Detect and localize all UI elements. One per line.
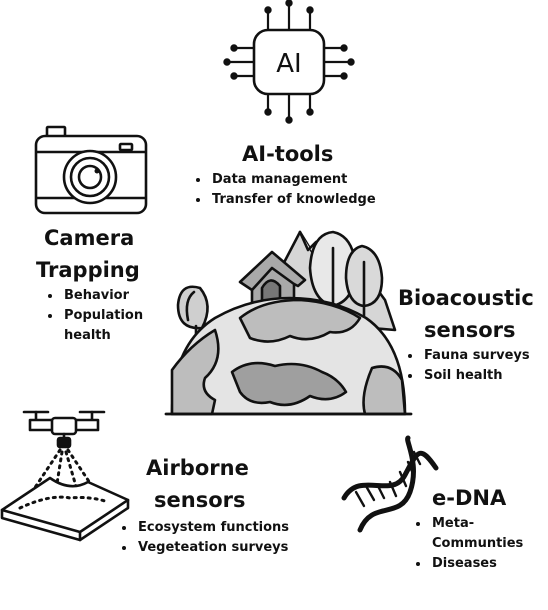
bioacoustic-list: Fauna surveys Soil health: [404, 346, 534, 386]
list-item: Fauna surveys: [422, 346, 534, 366]
list-item: Behavior: [62, 286, 143, 306]
list-item: Diseases: [430, 554, 523, 574]
camera-trapping-title-line2: Trapping: [36, 258, 140, 282]
airborne-title-line1: Airborne: [146, 456, 249, 480]
airborne-list: Ecosystem functions Vegeteation surveys: [118, 518, 289, 558]
list-item-continuation: health: [64, 328, 111, 343]
list-item: Population: [62, 306, 143, 326]
list-item: Transfer of knowledge: [210, 190, 376, 210]
list-item: Vegeteation surveys: [136, 538, 289, 558]
edna-title: e-DNA: [432, 486, 507, 510]
edna-section: e-DNA Meta- Communties Diseases: [412, 482, 523, 574]
camera-trapping-list: Behavior Population health: [44, 286, 143, 346]
camera-trapping-title-line1: Camera: [44, 226, 135, 250]
airborne-title-line2: sensors: [154, 488, 246, 512]
camera-trapping-section: Camera Trapping Behavior Population heal…: [36, 222, 143, 346]
bioacoustic-title-line2: sensors: [424, 318, 516, 342]
ai-tools-section: AI-tools Data management Transfer of kno…: [192, 138, 376, 210]
list-item: Ecosystem functions: [136, 518, 289, 538]
edna-list: Meta- Communties Diseases: [412, 514, 523, 574]
ai-tools-list: Data management Transfer of knowledge: [192, 170, 376, 210]
airborne-section: Airborne sensors Ecosystem functions Veg…: [118, 452, 289, 558]
list-item: Data management: [210, 170, 376, 190]
bioacoustic-section: Bioacoustic sensors Fauna surveys Soil h…: [398, 282, 534, 386]
list-item: Soil health: [422, 366, 534, 386]
bioacoustic-title-line1: Bioacoustic: [398, 286, 534, 310]
ai-chip-label: AI: [276, 49, 301, 79]
ai-tools-title: AI-tools: [242, 142, 334, 166]
list-item-continuation: Communties: [432, 536, 524, 551]
list-item: Meta-: [430, 514, 523, 534]
